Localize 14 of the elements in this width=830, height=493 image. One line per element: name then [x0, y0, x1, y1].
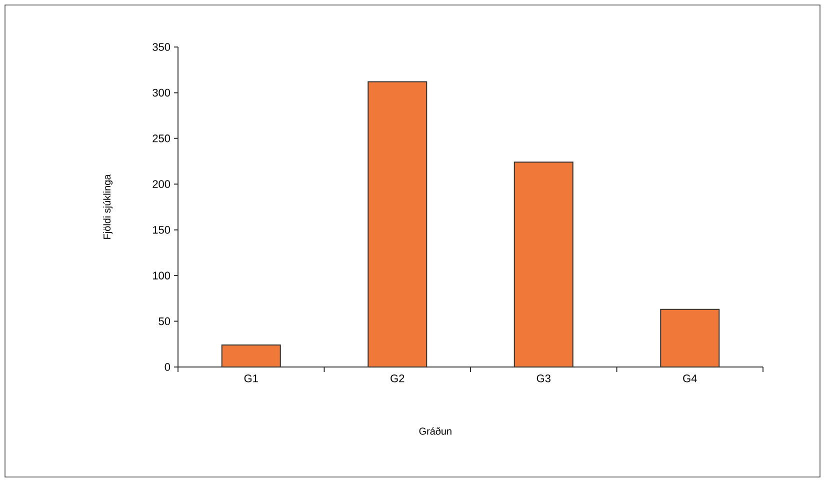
y-tick-label: 0 — [164, 363, 170, 371]
y-tick-label: 350 — [152, 43, 170, 51]
y-tick-label: 250 — [152, 134, 170, 142]
y-tick-label: 300 — [152, 88, 170, 97]
x-axis-title: Gráðun — [419, 427, 452, 435]
y-axis-title: Fjöldi sjúklinga — [103, 174, 113, 239]
x-tick-label: G1 — [244, 374, 258, 382]
x-tick-label: G4 — [683, 374, 697, 382]
y-tick-label: 50 — [158, 317, 170, 326]
y-tick-label: 100 — [153, 272, 170, 280]
y-tick-label: 200 — [152, 180, 170, 188]
x-tick-label: G3 — [536, 374, 550, 382]
x-tick-label: G2 — [390, 374, 404, 382]
y-tick-label: 150 — [153, 226, 170, 234]
